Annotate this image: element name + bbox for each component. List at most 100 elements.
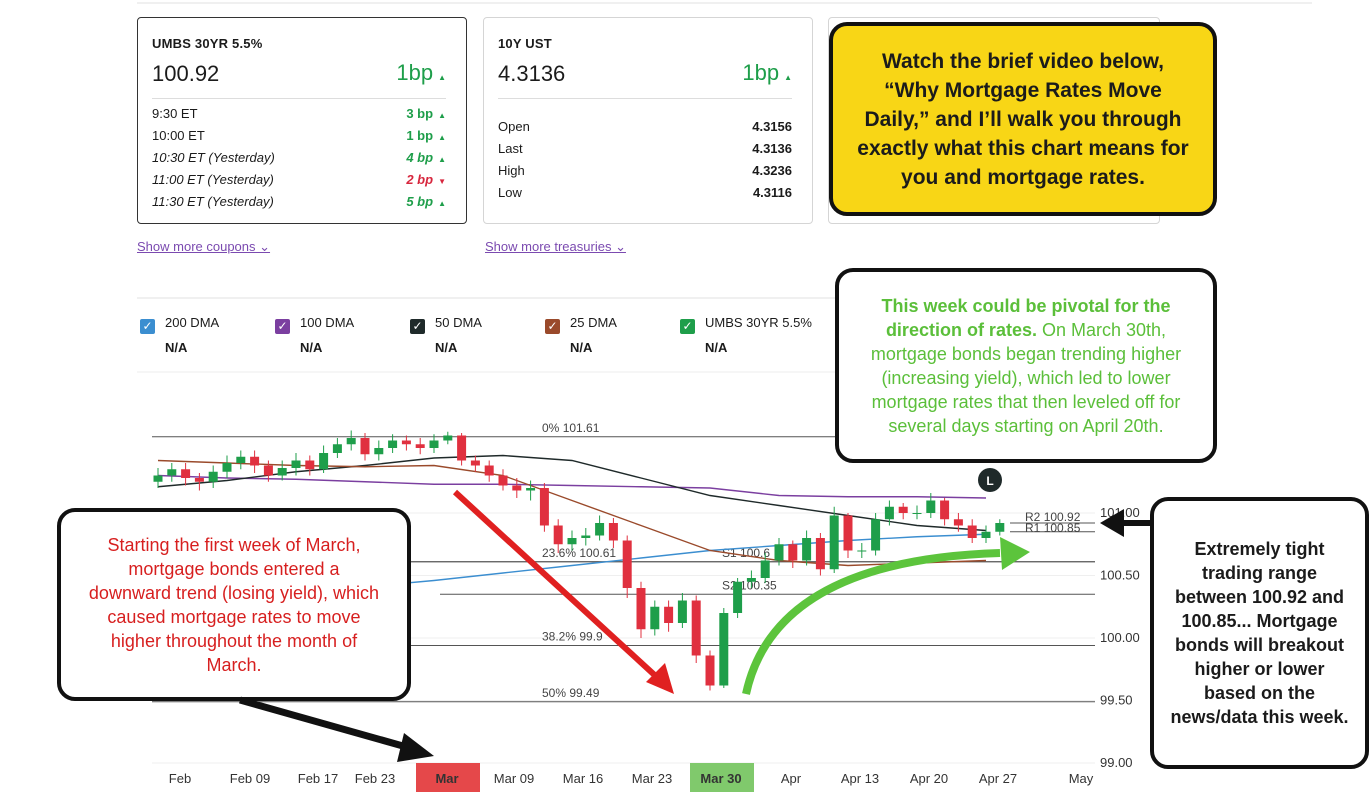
legend-row: ✓ 100 DMA bbox=[275, 315, 354, 334]
callout-text: Extremely tight trading range between 10… bbox=[1170, 539, 1349, 727]
direction-icon: ▲ bbox=[784, 73, 792, 82]
candle-body bbox=[788, 544, 798, 561]
callout-text: This week could be pivotal for the direc… bbox=[853, 294, 1199, 438]
level-value: 100.61 bbox=[579, 546, 616, 560]
candle-body bbox=[539, 488, 549, 526]
legend-name: 200 DMA bbox=[165, 315, 220, 330]
y-tick-label: 101.00 bbox=[1100, 505, 1140, 520]
link-text: Show more treasuries bbox=[485, 239, 612, 254]
x-tick-label: Feb 09 bbox=[230, 771, 270, 786]
candle-body bbox=[305, 460, 315, 470]
card-price: 4.3136 bbox=[498, 61, 566, 86]
level-name: R2 bbox=[1025, 510, 1041, 524]
legend-item[interactable]: ✓ 25 DMA N/A bbox=[545, 315, 617, 355]
direction-icon: ▼ bbox=[438, 177, 446, 186]
candle-body bbox=[953, 519, 963, 526]
x-tick-label: Mar 30 bbox=[700, 771, 741, 786]
x-tick-label: Mar bbox=[435, 771, 458, 786]
change-text: 1bp bbox=[396, 60, 434, 85]
x-tick-label: Feb 23 bbox=[355, 771, 395, 786]
row-time: 10:00 ET bbox=[152, 128, 205, 143]
row-label: Low bbox=[498, 185, 522, 200]
level-value: 99.49 bbox=[569, 686, 599, 700]
level-label: 50% 99.49 bbox=[542, 686, 600, 700]
treasury-card[interactable]: 10Y UST 4.3136 1bp ▲ Open 4.3156 Last 4.3136… bbox=[483, 17, 813, 224]
legend-item[interactable]: ✓ UMBS 30YR 5.5% N/A bbox=[680, 315, 812, 355]
direction-icon: ▲ bbox=[438, 111, 446, 120]
x-tick-label: Apr bbox=[781, 771, 802, 786]
show-more-treasuries[interactable]: Show more treasuries ⌄ bbox=[485, 239, 626, 254]
candle-body bbox=[250, 456, 260, 466]
legend-item[interactable]: ✓ 100 DMA N/A bbox=[275, 315, 354, 355]
change-text: 5 bp bbox=[406, 194, 434, 209]
checkbox: ✓ bbox=[140, 319, 155, 334]
candle-body bbox=[429, 440, 439, 448]
row-time: 10:30 ET (Yesterday) bbox=[152, 150, 275, 165]
legend-name: 100 DMA bbox=[300, 315, 355, 330]
quote-row: 10:30 ET (Yesterday) 4 bp ▲ bbox=[152, 150, 446, 165]
level-value: 101.61 bbox=[563, 421, 600, 435]
level-label: 23.6% 100.61 bbox=[542, 546, 616, 560]
candle-body bbox=[760, 560, 770, 578]
legend-row: ✓ UMBS 30YR 5.5% bbox=[680, 315, 812, 334]
candle-body bbox=[277, 468, 287, 476]
row-change: 2 bp ▼ bbox=[406, 172, 446, 187]
candle-body bbox=[815, 538, 825, 570]
candle-body bbox=[664, 606, 674, 623]
x-label-highlight bbox=[416, 763, 480, 792]
candle-body bbox=[291, 460, 301, 468]
x-tick-label: Mar 23 bbox=[632, 771, 672, 786]
level-label: 38.2% 99.9 bbox=[542, 630, 603, 644]
candle-body bbox=[401, 440, 411, 445]
change-text: 1 bp bbox=[406, 128, 434, 143]
candle-body bbox=[871, 519, 881, 551]
callout-body: On March 30th, mortgage bonds began tren… bbox=[870, 319, 1182, 436]
direction-icon: ▲ bbox=[438, 199, 446, 208]
range-callout: Extremely tight trading range between 10… bbox=[1150, 497, 1369, 769]
candle-body bbox=[912, 513, 922, 514]
card-change: 1bp ▲ bbox=[396, 60, 446, 86]
umbs-card[interactable]: UMBS 30YR 5.5% 100.92 1bp ▲ 9:30 ET 3 bp ▲ 1… bbox=[137, 17, 467, 224]
level-name: R1 bbox=[1025, 521, 1041, 535]
candle-body bbox=[981, 531, 991, 538]
legend-item[interactable]: ✓ 200 DMA N/A bbox=[140, 315, 219, 355]
candle-body bbox=[498, 475, 508, 486]
candle-body bbox=[622, 540, 632, 588]
row-change: 3 bp ▲ bbox=[406, 106, 446, 121]
card-title: 10Y UST bbox=[498, 36, 552, 51]
marker-label: L bbox=[986, 474, 993, 488]
candle-body bbox=[222, 463, 232, 472]
legend-value: N/A bbox=[705, 340, 728, 355]
candle-body bbox=[332, 444, 342, 453]
candle-body bbox=[581, 535, 591, 538]
divider bbox=[152, 98, 446, 99]
checkbox: ✓ bbox=[275, 319, 290, 334]
row-time: 11:30 ET (Yesterday) bbox=[152, 194, 274, 209]
candle-body bbox=[512, 485, 522, 491]
candle-body bbox=[553, 525, 563, 545]
legend-item[interactable]: ✓ 50 DMA N/A bbox=[410, 315, 482, 355]
change-text: 4 bp bbox=[406, 150, 434, 165]
candle-body bbox=[526, 488, 536, 491]
candle-body bbox=[236, 456, 246, 463]
candle-body bbox=[470, 460, 480, 466]
link-text: Show more coupons bbox=[137, 239, 256, 254]
candle-body bbox=[319, 453, 329, 470]
x-tick-label: Apr 27 bbox=[979, 771, 1017, 786]
card-title: UMBS 30YR 5.5% bbox=[152, 36, 263, 51]
row-label: Open bbox=[498, 119, 530, 134]
legend-row: ✓ 200 DMA bbox=[140, 315, 219, 334]
show-more-coupons[interactable]: Show more coupons ⌄ bbox=[137, 239, 271, 254]
candle-body bbox=[457, 435, 467, 461]
candle-body bbox=[898, 506, 908, 513]
row-change: 5 bp ▲ bbox=[406, 194, 446, 209]
legend-name: 50 DMA bbox=[435, 315, 482, 330]
x-label-highlight bbox=[690, 763, 754, 792]
candle-body bbox=[636, 588, 646, 630]
row-time: 11:00 ET (Yesterday) bbox=[152, 172, 274, 187]
candle-body bbox=[967, 525, 977, 538]
direction-icon: ▲ bbox=[438, 133, 446, 142]
candle-body bbox=[263, 465, 273, 476]
candle-body bbox=[194, 478, 204, 482]
level-value: 99.9 bbox=[579, 630, 603, 644]
